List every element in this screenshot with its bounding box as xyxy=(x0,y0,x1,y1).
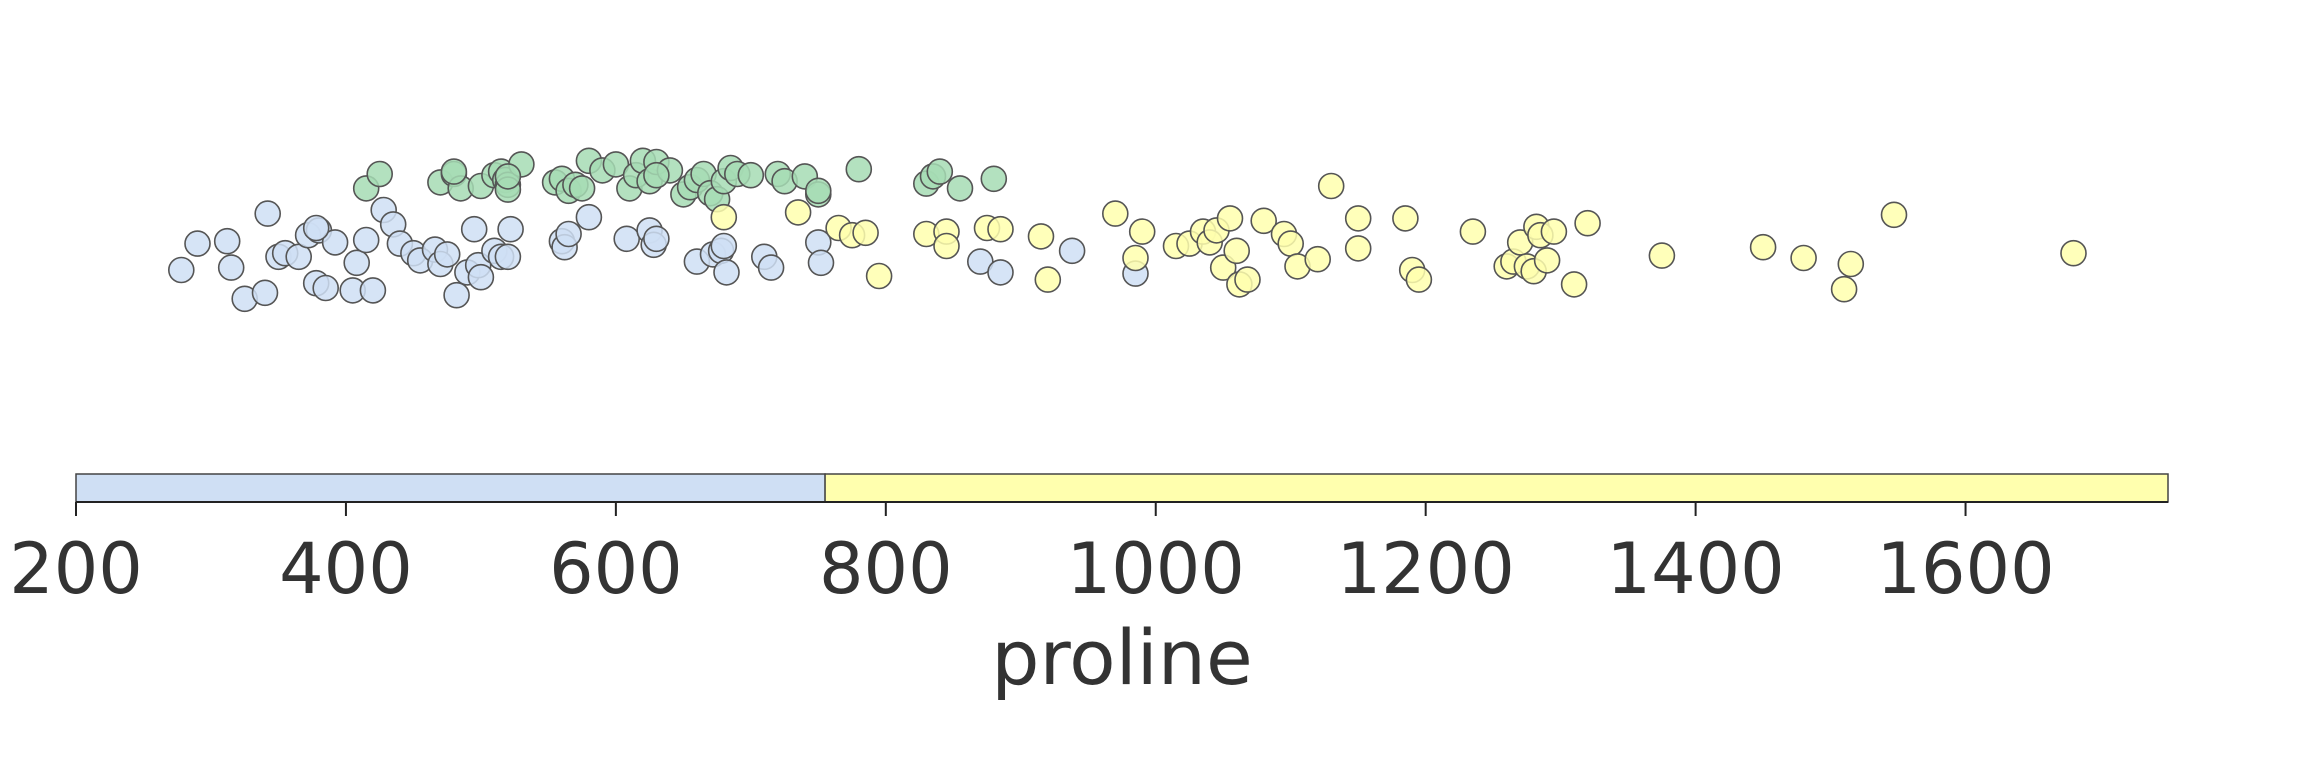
data-point xyxy=(980,165,1008,193)
data-point xyxy=(302,214,330,242)
data-point xyxy=(757,254,785,281)
data-point xyxy=(460,215,488,243)
data-point xyxy=(1749,233,1777,261)
data-point xyxy=(494,243,522,271)
data-point xyxy=(710,232,738,260)
data-point xyxy=(845,155,873,183)
data-point xyxy=(321,229,349,256)
data-point xyxy=(737,161,765,189)
data-point xyxy=(933,232,960,260)
class-bar xyxy=(75,473,2169,503)
band-high xyxy=(824,473,2169,503)
data-point xyxy=(1223,237,1250,265)
data-point xyxy=(359,277,387,304)
data-point xyxy=(987,259,1014,286)
x-tick-label: 1200 xyxy=(1337,528,1515,610)
data-point xyxy=(2060,239,2087,267)
data-point xyxy=(1058,237,1086,265)
data-point xyxy=(1344,235,1372,262)
data-point xyxy=(1830,275,1858,303)
data-point xyxy=(807,249,835,277)
data-point xyxy=(710,203,738,231)
data-point xyxy=(1034,266,1062,293)
x-axis-label: proline xyxy=(991,613,1252,702)
band-low xyxy=(75,473,826,503)
data-point xyxy=(1405,266,1433,293)
data-point xyxy=(352,226,380,254)
data-point xyxy=(184,230,211,257)
data-point xyxy=(804,177,832,205)
data-point xyxy=(366,160,394,188)
data-point xyxy=(1880,201,1908,229)
data-point xyxy=(1102,200,1129,227)
x-tick-label: 200 xyxy=(9,528,143,610)
x-axis-ticks: 200 400 600 800 1000 1200 1400 1600 xyxy=(9,502,2055,610)
data-point xyxy=(784,199,812,226)
data-point xyxy=(1837,250,1865,278)
data-point xyxy=(852,219,879,247)
data-point xyxy=(1304,245,1331,273)
points-layer xyxy=(168,147,2087,313)
data-point xyxy=(1317,172,1345,200)
data-point xyxy=(440,158,468,185)
data-point xyxy=(1250,207,1277,235)
data-point xyxy=(1560,271,1588,298)
data-point xyxy=(254,200,282,227)
data-point xyxy=(643,161,670,189)
data-point xyxy=(1459,218,1487,245)
data-point xyxy=(497,215,524,243)
data-point xyxy=(312,274,340,302)
data-point xyxy=(1027,223,1055,250)
data-point xyxy=(1392,205,1419,232)
x-tick-label: 1000 xyxy=(1067,528,1245,610)
data-point xyxy=(575,203,603,231)
data-point xyxy=(613,225,641,253)
data-point xyxy=(1277,230,1304,257)
data-point xyxy=(1790,244,1817,272)
data-point xyxy=(865,262,893,290)
data-point xyxy=(987,215,1014,243)
data-point xyxy=(1344,205,1372,232)
x-tick-label: 1400 xyxy=(1607,528,1785,610)
data-point xyxy=(1533,247,1561,274)
data-point xyxy=(494,163,522,190)
data-point xyxy=(1540,218,1568,245)
data-point xyxy=(1216,205,1244,232)
data-point xyxy=(443,281,470,309)
data-point xyxy=(946,175,974,202)
data-point xyxy=(213,227,241,255)
data-point xyxy=(251,279,279,307)
data-point xyxy=(568,175,596,202)
data-point xyxy=(433,241,461,268)
data-point xyxy=(643,225,670,253)
data-point xyxy=(1122,244,1149,272)
data-point xyxy=(1234,266,1261,293)
x-tick-label: 1600 xyxy=(1876,528,2054,610)
x-tick-label: 600 xyxy=(549,528,683,610)
data-point xyxy=(343,249,371,277)
data-point xyxy=(713,259,740,286)
data-point xyxy=(168,256,195,284)
x-tick-label: 400 xyxy=(279,528,413,610)
data-point xyxy=(217,254,245,281)
data-point xyxy=(467,263,495,291)
data-point xyxy=(926,158,954,185)
data-point xyxy=(1648,242,1676,269)
x-tick-label: 800 xyxy=(819,528,953,610)
data-point xyxy=(1128,218,1156,245)
data-point xyxy=(1574,209,1601,237)
data-point xyxy=(555,220,582,248)
